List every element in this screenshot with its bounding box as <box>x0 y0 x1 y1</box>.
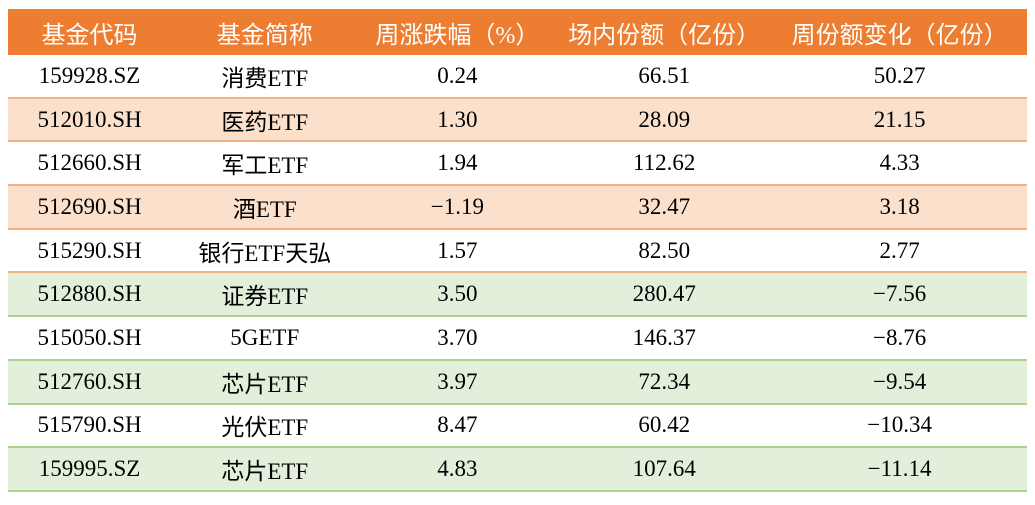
cell-onmarket-shares: 107.64 <box>556 447 773 492</box>
cell-onmarket-shares: 280.47 <box>556 272 773 318</box>
table-row: 512660.SH 军工ETF 1.94 112.62 4.33 <box>8 141 1027 187</box>
cell-fund-code: 515050.SH <box>8 316 172 361</box>
table-row: 512010.SH 医药ETF 1.30 28.09 21.15 <box>8 97 1027 143</box>
cell-fund-name: 消费ETF <box>171 55 359 99</box>
cell-weekly-share-change: −11.14 <box>772 447 1027 492</box>
cell-fund-name: 医药ETF <box>171 97 359 143</box>
cell-weekly-change-pct: 0.24 <box>358 55 557 99</box>
cell-weekly-share-change: 3.18 <box>772 185 1027 230</box>
table-row: 515290.SH 银行ETF天弘 1.57 82.50 2.77 <box>8 228 1027 274</box>
cell-weekly-share-change: −10.34 <box>772 403 1027 449</box>
cell-weekly-change-pct: 4.83 <box>358 447 557 492</box>
table-row: 512880.SH 证券ETF 3.50 280.47 −7.56 <box>8 272 1027 318</box>
header-row: 基金代码 基金简称 周涨跌幅（%） 场内份额（亿份） 周份额变化（亿份） <box>8 9 1027 55</box>
cell-weekly-share-change: 50.27 <box>772 55 1027 99</box>
cell-weekly-change-pct: 1.30 <box>358 97 557 143</box>
col-header-weekly-share-change: 周份额变化（亿份） <box>772 9 1027 55</box>
cell-fund-name: 芯片ETF <box>171 447 359 492</box>
cell-onmarket-shares: 32.47 <box>556 185 773 230</box>
cell-fund-code: 512010.SH <box>8 97 172 143</box>
cell-fund-name: 证券ETF <box>171 272 359 318</box>
etf-weekly-share-change-table: 基金代码 基金简称 周涨跌幅（%） 场内份额（亿份） 周份额变化（亿份） 159… <box>8 9 1027 492</box>
cell-fund-code: 512880.SH <box>8 272 172 318</box>
cell-onmarket-shares: 146.37 <box>556 316 773 361</box>
cell-fund-name: 军工ETF <box>171 141 359 187</box>
cell-onmarket-shares: 60.42 <box>556 403 773 449</box>
col-header-fund-name: 基金简称 <box>171 9 359 55</box>
cell-weekly-change-pct: 8.47 <box>358 403 557 449</box>
col-header-fund-code: 基金代码 <box>8 9 172 55</box>
table-row: 512690.SH 酒ETF −1.19 32.47 3.18 <box>8 185 1027 230</box>
cell-weekly-change-pct: −1.19 <box>358 185 557 230</box>
cell-weekly-share-change: −7.56 <box>772 272 1027 318</box>
cell-weekly-change-pct: 1.94 <box>358 141 557 187</box>
table-row: 512760.SH 芯片ETF 3.97 72.34 −9.54 <box>8 359 1027 405</box>
cell-fund-name: 5GETF <box>171 316 359 361</box>
table-row: 515790.SH 光伏ETF 8.47 60.42 −10.34 <box>8 403 1027 449</box>
table-body: 159928.SZ 消费ETF 0.24 66.51 50.27 512010.… <box>8 55 1027 492</box>
cell-onmarket-shares: 112.62 <box>556 141 773 187</box>
cell-fund-name: 酒ETF <box>171 185 359 230</box>
cell-weekly-change-pct: 1.57 <box>358 228 557 274</box>
cell-fund-name: 光伏ETF <box>171 403 359 449</box>
cell-fund-code: 159995.SZ <box>8 447 172 492</box>
cell-onmarket-shares: 66.51 <box>556 55 773 99</box>
cell-fund-name: 芯片ETF <box>171 359 359 405</box>
cell-weekly-share-change: 2.77 <box>772 228 1027 274</box>
cell-fund-code: 512660.SH <box>8 141 172 187</box>
cell-weekly-share-change: −8.76 <box>772 316 1027 361</box>
table-row: 159995.SZ 芯片ETF 4.83 107.64 −11.14 <box>8 447 1027 492</box>
cell-weekly-share-change: −9.54 <box>772 359 1027 405</box>
cell-fund-name: 银行ETF天弘 <box>171 228 359 274</box>
cell-fund-code: 159928.SZ <box>8 55 172 99</box>
cell-weekly-share-change: 21.15 <box>772 97 1027 143</box>
cell-fund-code: 515790.SH <box>8 403 172 449</box>
cell-weekly-change-pct: 3.97 <box>358 359 557 405</box>
cell-fund-code: 512760.SH <box>8 359 172 405</box>
table-row: 159928.SZ 消费ETF 0.24 66.51 50.27 <box>8 55 1027 99</box>
table-row: 515050.SH 5GETF 3.70 146.37 −8.76 <box>8 316 1027 361</box>
cell-onmarket-shares: 28.09 <box>556 97 773 143</box>
col-header-weekly-change-pct: 周涨跌幅（%） <box>358 9 557 55</box>
col-header-onmarket-shares: 场内份额（亿份） <box>556 9 773 55</box>
cell-fund-code: 515290.SH <box>8 228 172 274</box>
cell-weekly-change-pct: 3.70 <box>358 316 557 361</box>
cell-onmarket-shares: 72.34 <box>556 359 773 405</box>
cell-weekly-share-change: 4.33 <box>772 141 1027 187</box>
table-header: 基金代码 基金简称 周涨跌幅（%） 场内份额（亿份） 周份额变化（亿份） <box>8 9 1027 55</box>
cell-weekly-change-pct: 3.50 <box>358 272 557 318</box>
cell-onmarket-shares: 82.50 <box>556 228 773 274</box>
cell-fund-code: 512690.SH <box>8 185 172 230</box>
